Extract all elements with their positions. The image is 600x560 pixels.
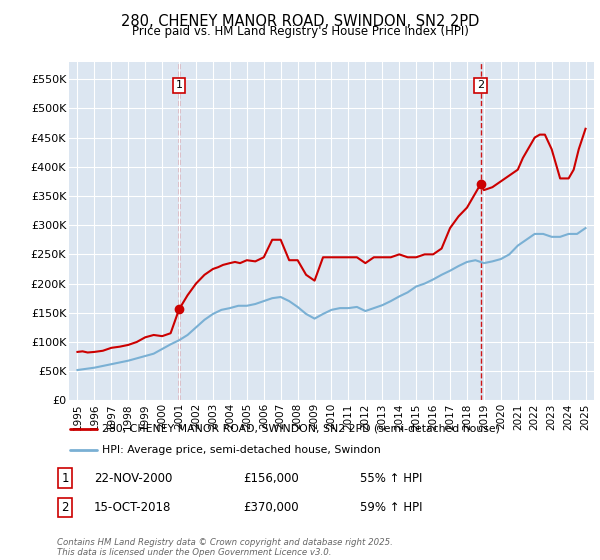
Text: 1: 1 [176,80,182,90]
Text: 15-OCT-2018: 15-OCT-2018 [94,501,172,514]
Text: 22-NOV-2000: 22-NOV-2000 [94,472,173,484]
Text: 55% ↑ HPI: 55% ↑ HPI [359,472,422,484]
Text: Price paid vs. HM Land Registry's House Price Index (HPI): Price paid vs. HM Land Registry's House … [131,25,469,38]
Text: 2: 2 [61,501,69,514]
Text: £370,000: £370,000 [243,501,298,514]
Text: 1: 1 [61,472,69,484]
Text: 280, CHENEY MANOR ROAD, SWINDON, SN2 2PD: 280, CHENEY MANOR ROAD, SWINDON, SN2 2PD [121,14,479,29]
Text: £156,000: £156,000 [243,472,299,484]
Text: HPI: Average price, semi-detached house, Swindon: HPI: Average price, semi-detached house,… [102,445,381,455]
Text: 2: 2 [477,80,484,90]
Text: 59% ↑ HPI: 59% ↑ HPI [359,501,422,514]
Text: 280, CHENEY MANOR ROAD, SWINDON, SN2 2PD (semi-detached house): 280, CHENEY MANOR ROAD, SWINDON, SN2 2PD… [102,423,500,433]
Text: Contains HM Land Registry data © Crown copyright and database right 2025.
This d: Contains HM Land Registry data © Crown c… [57,538,393,557]
